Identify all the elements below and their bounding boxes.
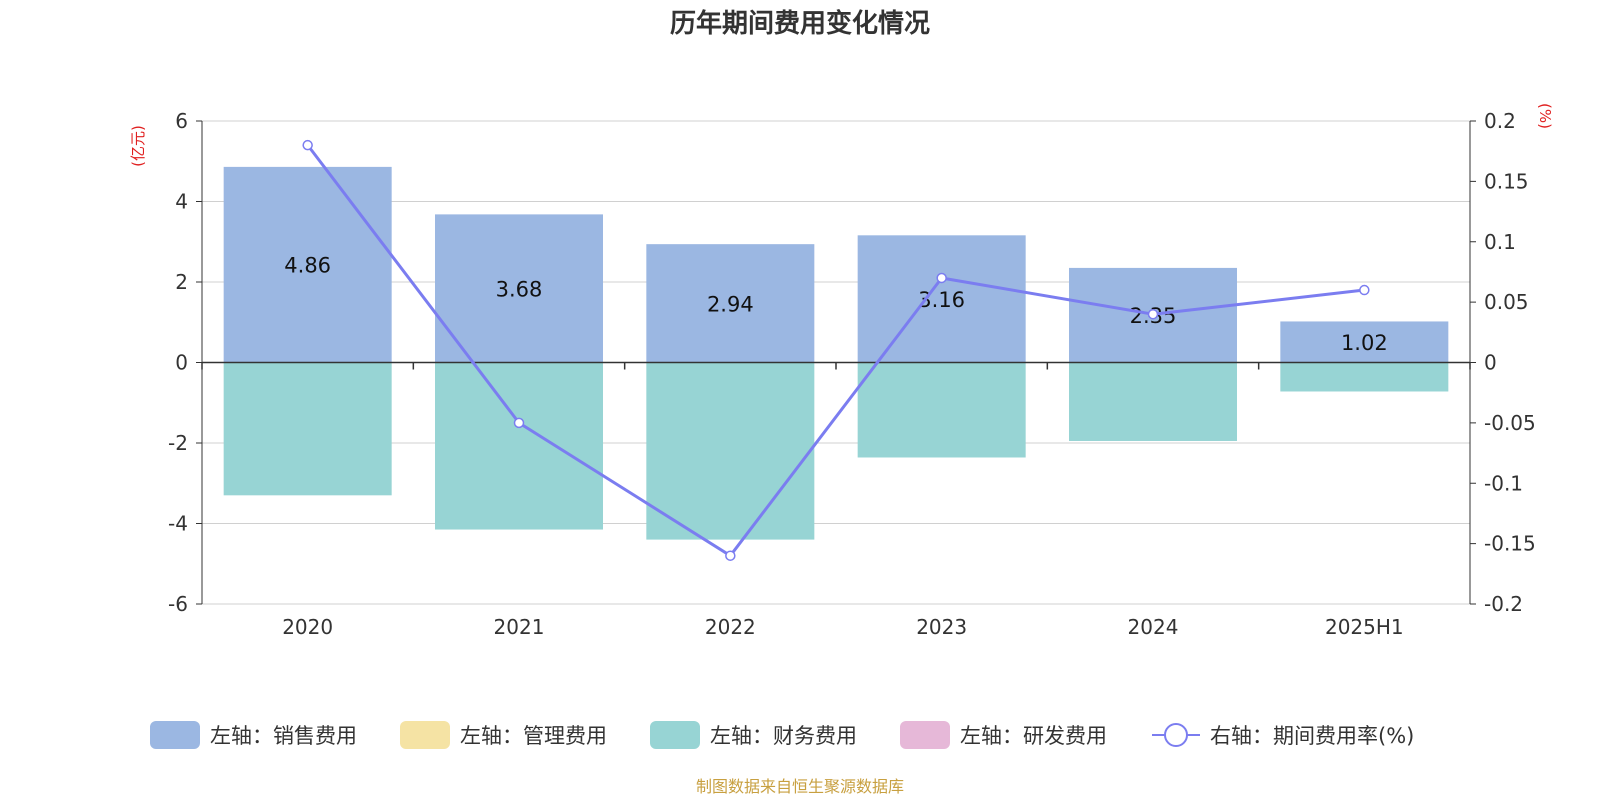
right-axis-tick-label: -0.15 <box>1484 532 1536 556</box>
rate-point <box>725 550 736 561</box>
legend-swatch <box>400 721 450 749</box>
legend-swatch <box>900 721 950 749</box>
axes: 6 4 2 0 -2 -4 -6 0.2 0.15 0.1 0.05 0 -0.05 -0.1 -0.15 -… <box>168 109 1536 639</box>
line-series <box>302 139 1370 561</box>
legend-item: 右轴：期间费用率(%) <box>1152 723 1414 748</box>
rate-point <box>1147 308 1159 320</box>
bar-value-label: 3.68 <box>496 277 543 301</box>
left-axis-tick-label: 2 <box>175 270 188 294</box>
bar-value-label: 2.94 <box>707 292 754 316</box>
legend-item: 左轴：研发费用 <box>900 721 1107 749</box>
left-axis-tick-label: 0 <box>175 351 188 375</box>
legend-item: 左轴：管理费用 <box>400 721 607 749</box>
rate-line <box>306 144 1365 558</box>
bar <box>1280 321 1449 363</box>
bar-value-label: 4.86 <box>284 254 331 278</box>
bar-value-label: 1.02 <box>1341 331 1388 355</box>
rate-point <box>936 272 947 284</box>
legend-label: 左轴：财务费用 <box>710 724 857 748</box>
left-axis-unit: (亿元) <box>129 125 147 167</box>
bar <box>857 362 1026 458</box>
legend-swatch <box>650 721 700 749</box>
source-note: 制图数据来自恒生聚源数据库 <box>696 777 904 796</box>
right-axis-tick-label: 0.15 <box>1484 169 1529 193</box>
right-axis-tick-label: 0.2 <box>1484 109 1516 133</box>
chart-title: 历年期间费用变化情况 <box>670 8 930 39</box>
legend-item: 左轴：销售费用 <box>150 721 357 749</box>
bar <box>435 214 603 363</box>
rate-point <box>1359 284 1370 296</box>
bar <box>1280 362 1449 392</box>
left-axis-tick-label: -2 <box>168 431 188 455</box>
bar-series <box>223 166 1449 540</box>
bar <box>857 235 1026 363</box>
legend-item: 左轴：财务费用 <box>650 721 857 749</box>
right-axis-tick-label: 0.05 <box>1484 290 1529 314</box>
right-axis-unit: (%) <box>1536 103 1554 129</box>
category-label: 2024 <box>1128 615 1179 639</box>
right-axis-tick-label: -0.2 <box>1484 592 1523 616</box>
left-axis-tick-label: 4 <box>175 190 188 214</box>
legend-swatch <box>150 721 200 749</box>
legend: 左轴：销售费用 左轴：管理费用 左轴：财务费用 左轴：研发费用 右轴：期间费用率(%) <box>150 721 1414 749</box>
rate-point <box>302 139 313 151</box>
legend-label: 左轴：管理费用 <box>460 724 607 748</box>
category-label: 2021 <box>494 615 545 639</box>
legend-line-marker <box>1164 723 1188 747</box>
legend-label: 左轴：销售费用 <box>210 724 357 748</box>
legend-label: 右轴：期间费用率(%) <box>1210 724 1414 748</box>
left-axis-tick-label: 6 <box>175 109 188 133</box>
category-label: 2022 <box>705 615 756 639</box>
category-label: 2023 <box>916 615 967 639</box>
bar <box>435 362 603 530</box>
right-axis-tick-label: -0.1 <box>1484 471 1523 495</box>
category-label: 2020 <box>282 615 333 639</box>
category-label: 2025H1 <box>1325 615 1404 639</box>
bar <box>646 362 815 540</box>
rate-point <box>513 417 525 429</box>
bar <box>223 362 392 496</box>
left-axis-tick-label: -6 <box>168 592 188 616</box>
right-axis-tick-label: 0.1 <box>1484 230 1516 254</box>
legend-label: 左轴：研发费用 <box>960 724 1107 748</box>
bar <box>646 244 815 363</box>
bar-value-labels: 4.863.682.943.162.351.02 <box>284 254 1387 355</box>
bar <box>1069 362 1237 441</box>
bar <box>223 166 392 363</box>
right-axis-tick-label: 0 <box>1484 351 1497 375</box>
right-axis-tick-label: -0.05 <box>1484 411 1536 435</box>
left-axis-tick-label: -4 <box>168 512 188 536</box>
